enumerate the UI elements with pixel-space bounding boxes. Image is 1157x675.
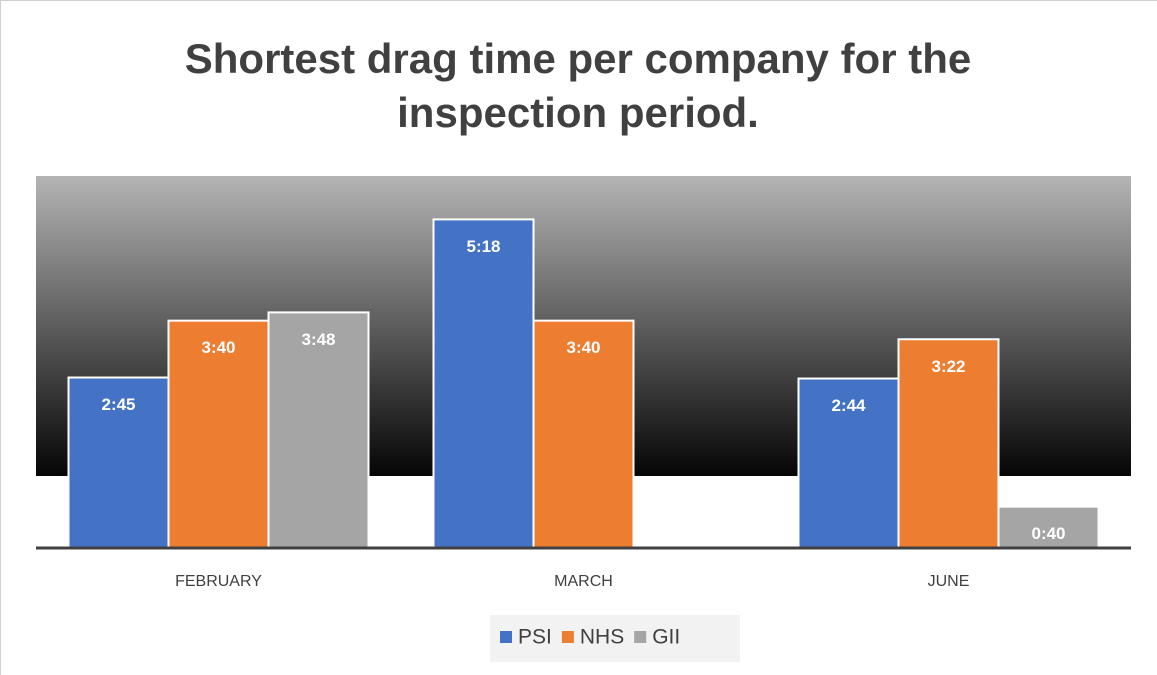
x-tick-label: JUNE — [928, 573, 970, 590]
data-label: 2:44 — [831, 396, 866, 415]
bar — [432, 218, 535, 549]
x-tick-label: MARCH — [554, 573, 613, 590]
data-label: 2:45 — [101, 395, 135, 414]
bar — [997, 505, 1100, 549]
data-label: 5:18 — [466, 237, 500, 256]
data-label: 3:40 — [566, 338, 600, 357]
legend-box — [490, 615, 740, 662]
legend-label: PSI — [518, 626, 552, 649]
legend-swatch — [561, 631, 574, 643]
legend-swatch — [500, 631, 512, 643]
legend-label: NHS — [580, 626, 624, 649]
data-label: 3:22 — [931, 357, 965, 376]
bar — [897, 338, 1000, 549]
bar — [532, 319, 635, 549]
legend-label: GII — [652, 626, 680, 649]
bar — [167, 319, 270, 549]
data-label: 3:40 — [201, 338, 235, 357]
x-tick-label: FEBRUARY — [175, 573, 262, 590]
data-label: 0:40 — [1031, 524, 1065, 543]
legend-swatch — [634, 631, 647, 643]
data-label: 3:48 — [301, 330, 335, 349]
chart-title: Shortest drag time per company for the i… — [184, 35, 972, 136]
